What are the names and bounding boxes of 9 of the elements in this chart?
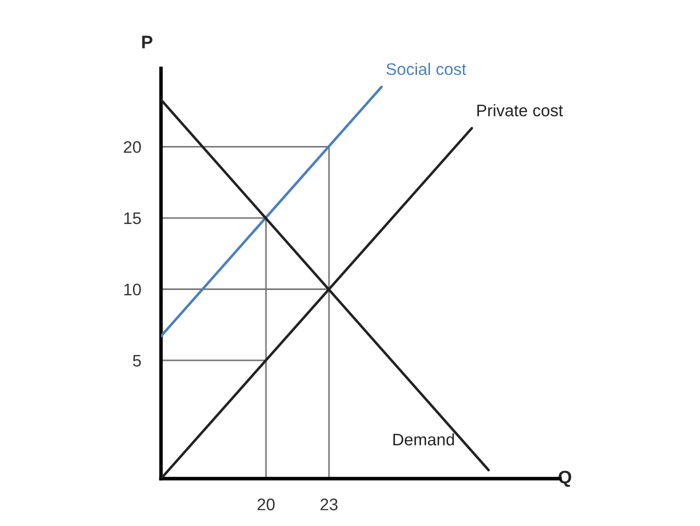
y-tick-label: 20: [124, 141, 141, 153]
y-tick-label: 5: [132, 354, 141, 367]
y-tick-label: 15: [124, 212, 141, 224]
series-label: Social cost: [386, 62, 466, 76]
y-tick-label: 10: [124, 284, 141, 296]
x-tick-label: 23: [320, 498, 338, 510]
y-axis-title: P: [142, 36, 152, 48]
series-label: Private cost: [477, 104, 563, 116]
series-label: Demand: [393, 433, 454, 446]
